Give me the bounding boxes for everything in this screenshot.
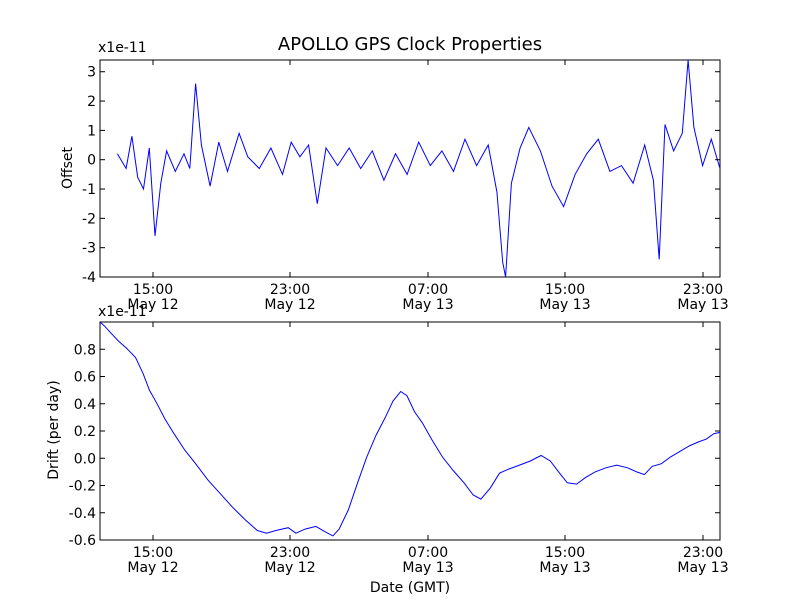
drift-xtick-label-time: 15:00 — [133, 545, 173, 561]
offset-xtick-label-time: 23:00 — [270, 282, 310, 298]
drift-ylabel: Drift (per day) — [46, 380, 62, 479]
offset-xtick-label-date: May 13 — [539, 297, 590, 313]
drift-ytick-label: 0.0 — [74, 451, 96, 467]
offset-ytick-label: -1 — [82, 182, 96, 198]
drift-xtick-label-time: 15:00 — [545, 545, 585, 561]
drift-scale-label: x1e-11 — [98, 304, 147, 320]
chart-offset: APOLLO GPS Clock Properties x1e-11 Offse… — [60, 34, 729, 313]
drift-xtick-label-date: May 13 — [539, 560, 590, 576]
offset-xtick-label-date: May 12 — [264, 297, 315, 313]
offset-ytick-label: -4 — [82, 270, 96, 286]
drift-ytick-label: 0.2 — [74, 424, 96, 440]
drift-xtick-label-date: May 13 — [402, 560, 453, 576]
offset-ytick-label: -2 — [82, 211, 96, 227]
offset-series — [116, 59, 721, 278]
offset-scale-label: x1e-11 — [98, 40, 147, 56]
drift-xtick-label-time: 23:00 — [270, 545, 310, 561]
offset-ytick-label: -3 — [82, 241, 96, 257]
drift-series-line — [99, 321, 721, 537]
drift-xtick-label-time: 07:00 — [408, 545, 448, 561]
drift-xtick-label-time: 23:00 — [683, 545, 723, 561]
offset-xtick-label-time: 15:00 — [545, 282, 585, 298]
offset-ytick-label: 3 — [87, 65, 96, 81]
drift-ytick-label: 0.4 — [74, 397, 96, 413]
drift-ytick-label: 0.6 — [74, 370, 96, 386]
drift-ytick-label: 0.8 — [74, 342, 96, 358]
offset-xtick-label-time: 15:00 — [133, 282, 173, 298]
drift-xtick-label-date: May 13 — [677, 560, 728, 576]
drift-ytick-label: -0.4 — [69, 506, 96, 522]
drift-series — [99, 321, 721, 537]
offset-xtick-label-date: May 13 — [402, 297, 453, 313]
offset-series-line — [116, 59, 721, 278]
drift-yticks: -0.6 -0.4 -0.2 0.0 0.2 0.4 0.6 0.8 — [69, 342, 720, 549]
offset-ytick-label: 1 — [87, 123, 96, 139]
drift-ytick-label: -0.6 — [69, 533, 96, 549]
offset-xtick-label-time: 23:00 — [683, 282, 723, 298]
offset-plot-frame — [99, 59, 721, 278]
drift-ytick-label: -0.2 — [69, 479, 96, 495]
drift-xtick-label-date: May 12 — [127, 560, 178, 576]
drift-xlabel: Date (GMT) — [370, 580, 450, 596]
chart-drift: x1e-11 Drift (per day) Date (GMT) -0.6-0… — [46, 304, 729, 596]
offset-ylabel: Offset — [60, 146, 76, 189]
chart-title: APOLLO GPS Clock Properties — [278, 34, 542, 55]
offset-xtick-label-date: May 13 — [677, 297, 728, 313]
drift-plot-frame — [99, 321, 721, 541]
offset-ytick-label: 2 — [87, 94, 96, 110]
offset-yticks: -4 -3 -2 -1 0 1 2 3 — [82, 65, 720, 286]
offset-ytick-label: 0 — [87, 153, 96, 169]
offset-xtick-label-time: 07:00 — [408, 282, 448, 298]
offset-xtick-label-date: May 12 — [127, 297, 178, 313]
drift-xtick-label-date: May 12 — [264, 560, 315, 576]
